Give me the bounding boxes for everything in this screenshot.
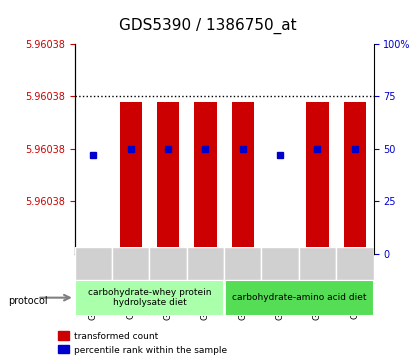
- Bar: [306, 102, 329, 253]
- Bar: [157, 102, 179, 253]
- FancyBboxPatch shape: [261, 247, 299, 280]
- Bar: [194, 102, 217, 253]
- Text: carbohydrate-whey protein
hydrolysate diet: carbohydrate-whey protein hydrolysate di…: [88, 288, 211, 307]
- FancyBboxPatch shape: [75, 247, 112, 280]
- FancyBboxPatch shape: [149, 247, 187, 280]
- FancyBboxPatch shape: [224, 247, 261, 280]
- FancyBboxPatch shape: [336, 247, 374, 280]
- FancyBboxPatch shape: [75, 280, 224, 316]
- FancyBboxPatch shape: [224, 280, 374, 316]
- Text: GDS5390 / 1386750_at: GDS5390 / 1386750_at: [119, 18, 296, 34]
- Bar: [120, 102, 142, 253]
- FancyBboxPatch shape: [187, 247, 224, 280]
- Text: carbohydrate-amino acid diet: carbohydrate-amino acid diet: [232, 293, 366, 302]
- Legend: transformed count, percentile rank within the sample: transformed count, percentile rank withi…: [54, 329, 231, 359]
- Bar: [232, 102, 254, 253]
- Text: protocol: protocol: [8, 296, 48, 306]
- FancyBboxPatch shape: [299, 247, 336, 280]
- FancyBboxPatch shape: [112, 247, 149, 280]
- Bar: [344, 102, 366, 253]
